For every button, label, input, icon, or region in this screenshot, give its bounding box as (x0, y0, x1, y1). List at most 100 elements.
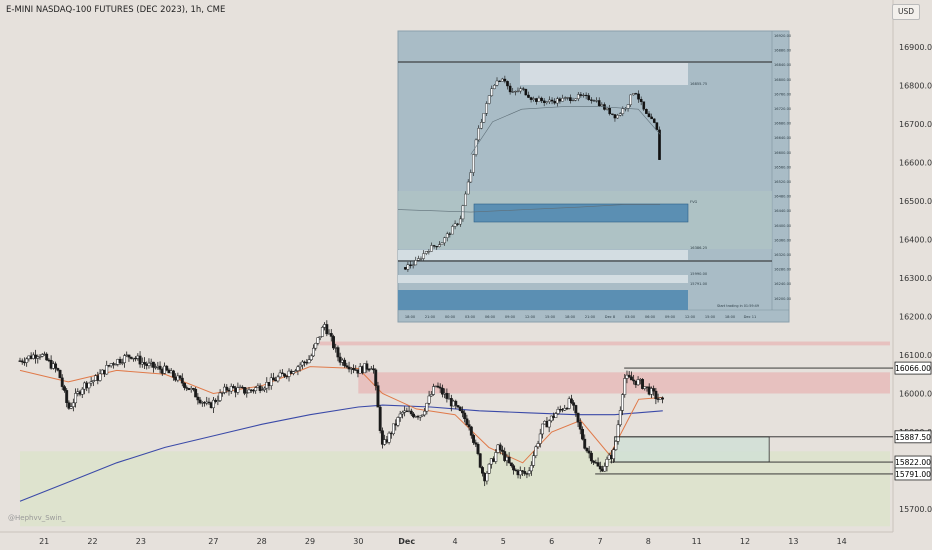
candle-body (129, 356, 133, 359)
candle-body (474, 442, 478, 445)
inset-candle-body (519, 88, 522, 92)
candle-body (583, 438, 587, 449)
x-tick-label: 14 (837, 537, 847, 546)
inset-candle-body (652, 118, 656, 123)
inset-x-tick: 09:00 (505, 315, 516, 319)
candle-body (171, 370, 175, 378)
candle-body (352, 368, 355, 370)
candle-body (147, 362, 151, 366)
candle-body (74, 393, 78, 404)
inset-zone-label: 16855.75 (690, 82, 707, 86)
x-tick-label: 4 (452, 537, 457, 546)
inset-candle-body (503, 78, 507, 82)
inset-low-zone (398, 250, 688, 260)
inset-candle-body (411, 264, 415, 266)
candle-body (294, 370, 298, 372)
inset-y-tick: 16360.00 (774, 238, 792, 242)
watermark: @Hephvv_Swin_ (8, 514, 66, 522)
level-price-tag (894, 361, 932, 375)
candle-body (69, 406, 73, 409)
inset-candle-body (576, 94, 580, 100)
currency-button[interactable]: USD (892, 4, 920, 20)
inset-candle-body (629, 94, 632, 105)
inset-candle-body (548, 99, 551, 102)
inset-lower-zone (398, 290, 688, 310)
inset-candle-body (479, 122, 483, 129)
candle-body (623, 378, 627, 395)
candle-body (158, 365, 162, 370)
inset-x-tick: 06:00 (645, 315, 656, 319)
candle-body (621, 394, 624, 411)
inset-y-tick: 16760.00 (774, 92, 792, 96)
x-tick-label: 22 (87, 537, 97, 546)
candle-body (518, 470, 522, 476)
candle-body (258, 385, 262, 391)
inset-candle-body (474, 139, 478, 155)
inset-candle-body (647, 113, 651, 118)
candle-body (36, 356, 40, 359)
candle-body (89, 381, 93, 384)
candle-body (316, 337, 320, 344)
inset-candle-body (472, 154, 475, 173)
candle-body (627, 374, 631, 378)
candle-body (436, 385, 440, 388)
candle-body (412, 413, 415, 418)
inset-zone-label: 15990.00 (690, 272, 708, 276)
candle-body (318, 336, 322, 338)
inset-y-tick: 16280.00 (774, 268, 792, 272)
candle-body (652, 388, 656, 392)
candle-body (220, 392, 224, 394)
candle-body (569, 398, 573, 403)
candle-body (641, 379, 644, 389)
candle-body (445, 392, 449, 399)
candle-body (191, 388, 195, 390)
inset-x-tick: Dec 8 (605, 315, 616, 319)
candle-body (603, 466, 607, 472)
inset-x-tick: 03:00 (625, 315, 636, 319)
candle-body (272, 377, 275, 381)
candle-body (345, 365, 349, 368)
x-tick-label: 8 (646, 537, 651, 546)
candle-body (120, 362, 124, 364)
candle-body (91, 380, 95, 383)
y-tick-label: 16600.00 (899, 159, 932, 168)
inset-candle-body (616, 115, 619, 119)
inset-supply-zone (520, 63, 688, 85)
level-price-label: 15887.50 (895, 433, 931, 442)
y-tick-label: 16000.00 (899, 390, 932, 399)
candle-body (440, 387, 444, 395)
candle-body (536, 443, 540, 448)
candle-body (329, 333, 333, 337)
candle-body (629, 376, 633, 381)
x-tick-label: 6 (549, 537, 554, 546)
inset-y-tick: 16320.00 (774, 253, 792, 257)
inset-candle-body (524, 88, 528, 96)
y-tick-label: 16300.00 (899, 274, 932, 283)
ema-fast-line (19, 366, 663, 464)
inset-ma-slow (397, 204, 661, 213)
inset-chart: 16920.00 16880.00 16840.00 16800.00 16760.00… (397, 30, 792, 323)
x-tick-label: 27 (208, 537, 218, 546)
inset-candle-body (621, 108, 625, 114)
y-tick-label: 16100.00 (899, 351, 932, 360)
candle-body (469, 426, 473, 436)
inset-candle-body (590, 99, 593, 101)
inset-x-tick: 06:00 (485, 315, 496, 319)
candle-body (300, 361, 304, 366)
candle-body (56, 368, 60, 371)
inset-y-tick: 16440.00 (774, 209, 792, 213)
inset-candle-body (561, 97, 564, 102)
candle-body (180, 377, 184, 384)
candle-body (336, 347, 340, 358)
inset-y-tick: 16640.00 (774, 136, 792, 140)
inset-candle-body (569, 97, 572, 101)
candle-body (216, 400, 220, 402)
candle-body (60, 377, 64, 387)
candle-body (532, 455, 536, 466)
y-tick-label: 16700.00 (899, 120, 932, 129)
candle-body (127, 354, 131, 358)
candle-body (218, 392, 222, 401)
level-price-label: 15791.00 (895, 470, 931, 479)
candle-body (612, 449, 616, 459)
